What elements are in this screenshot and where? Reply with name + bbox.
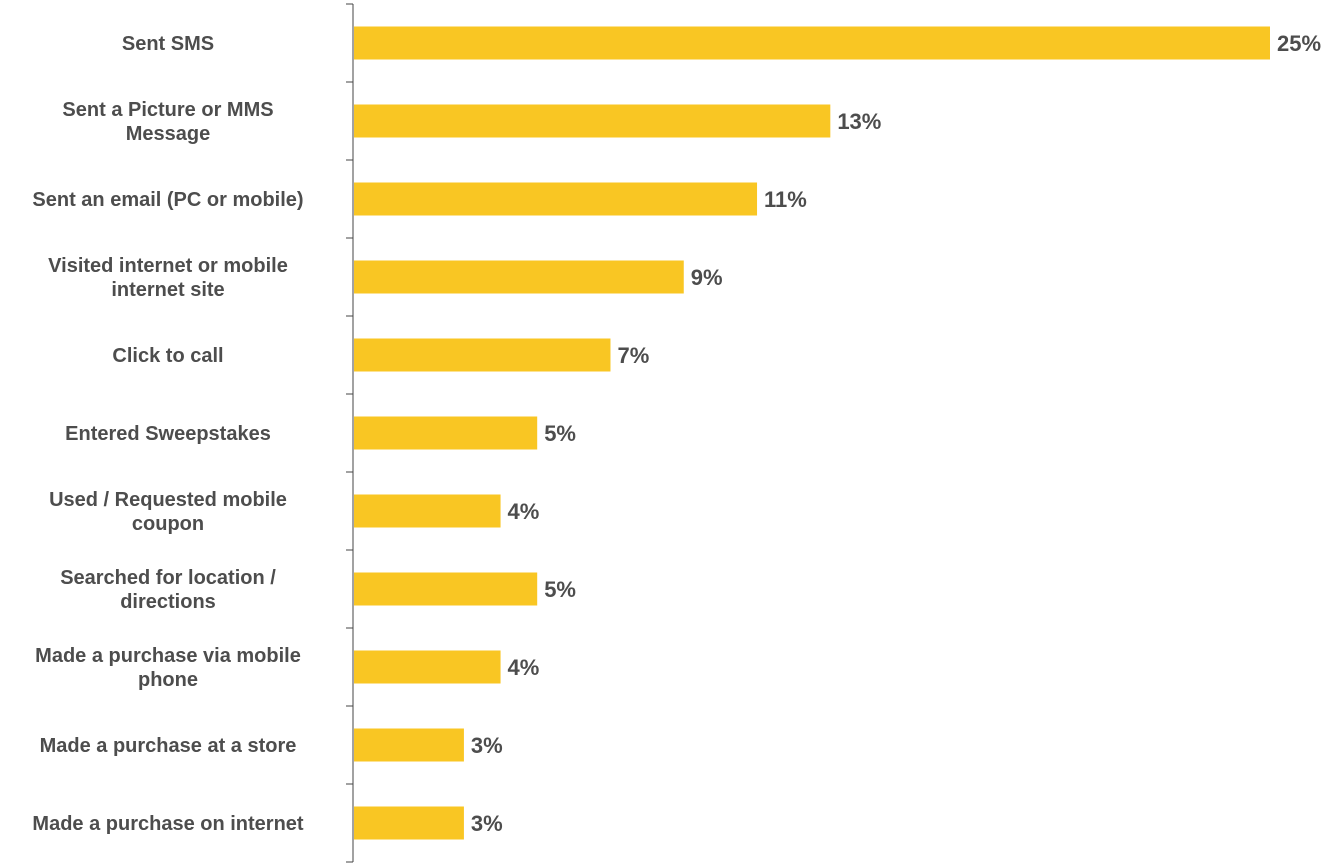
value-label: 5% bbox=[544, 577, 576, 602]
bar bbox=[354, 728, 464, 762]
category-label: Sent SMS bbox=[122, 33, 214, 55]
bar bbox=[354, 26, 1270, 60]
category-label: Used / Requested mobile coupon bbox=[49, 489, 287, 535]
value-labels: 25% 13% 11% 9% 7% 5% 4% 5% 4% 3% 3% bbox=[471, 31, 1321, 836]
value-label: 13% bbox=[837, 109, 881, 134]
category-label: Searched for location / directions bbox=[60, 567, 276, 613]
bar bbox=[354, 182, 758, 216]
category-label: Made a purchase via mobile phone bbox=[35, 645, 301, 691]
category-label: Made a purchase on internet bbox=[32, 813, 304, 835]
value-label: 4% bbox=[508, 499, 540, 524]
value-label: 4% bbox=[508, 655, 540, 680]
y-axis bbox=[346, 3, 354, 863]
category-label: Made a purchase at a store bbox=[40, 735, 297, 757]
bar bbox=[354, 416, 538, 450]
bar bbox=[354, 338, 611, 372]
bar bbox=[354, 572, 538, 606]
value-label: 3% bbox=[471, 733, 503, 758]
value-label: 7% bbox=[617, 343, 649, 368]
bar bbox=[354, 650, 501, 684]
bar bbox=[354, 104, 831, 138]
value-label: 11% bbox=[764, 187, 807, 212]
category-labels: Sent SMS Sent a Picture or MMS Message Sent… bbox=[32, 33, 304, 835]
bar bbox=[354, 260, 684, 294]
category-label: Visited internet or mobile internet site bbox=[48, 255, 288, 301]
value-label: 5% bbox=[544, 421, 576, 446]
value-label: 3% bbox=[471, 811, 503, 836]
category-label: Sent a Picture or MMS Message bbox=[62, 99, 273, 145]
value-label: 9% bbox=[691, 265, 723, 290]
bar bbox=[354, 806, 464, 840]
category-label: Click to call bbox=[112, 345, 223, 367]
bar bbox=[354, 494, 501, 528]
value-label: 25% bbox=[1277, 31, 1321, 56]
category-label: Entered Sweepstakes bbox=[65, 423, 271, 445]
category-label: Sent an email (PC or mobile) bbox=[32, 189, 303, 211]
bars-layer bbox=[354, 26, 1270, 840]
